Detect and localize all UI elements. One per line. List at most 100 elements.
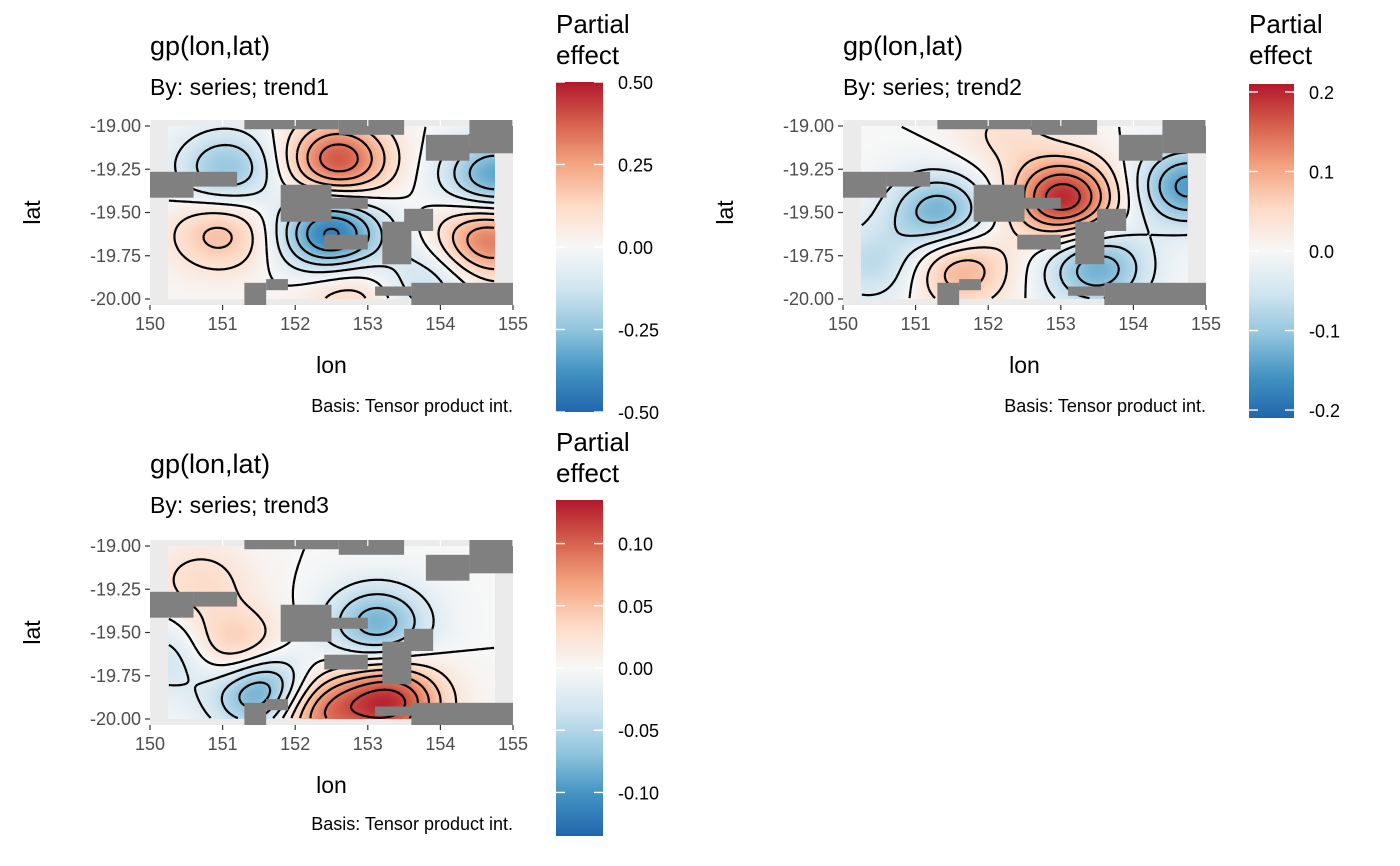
- grid-lines: [149, 120, 514, 126]
- land-mask-region: [244, 120, 339, 130]
- x-tick-label: 150: [135, 314, 165, 334]
- panel-subtitle: By: series; trend2: [843, 74, 1022, 100]
- land-mask: [150, 120, 513, 305]
- contour-lines: [168, 125, 495, 299]
- land-mask-region: [425, 134, 470, 161]
- y-tick-label: -19.00: [783, 116, 834, 136]
- land-mask-region: [973, 184, 1025, 222]
- land-mask-region: [843, 171, 887, 198]
- legend-title-line-2: effect: [1249, 40, 1313, 70]
- y-tick-label: -19.50: [783, 203, 834, 223]
- land-mask-region: [244, 282, 267, 305]
- legend-tick-label: 0.50: [618, 73, 653, 93]
- x-tick-label: 155: [498, 314, 528, 334]
- panel-title: gp(lon,lat): [150, 449, 270, 479]
- land-mask-region: [150, 171, 194, 198]
- x-tick-label: 153: [353, 314, 383, 334]
- land-mask-region: [375, 286, 412, 296]
- land-mask-region: [331, 197, 368, 209]
- legend-title-line-2: effect: [556, 458, 620, 488]
- land-mask-region: [280, 604, 332, 642]
- basis-caption: Basis: Tensor product int.: [311, 396, 513, 416]
- grid-lines: [149, 540, 514, 546]
- legend-tick-label: -0.05: [618, 721, 659, 741]
- land-mask-region: [193, 171, 238, 187]
- x-tick-label: 152: [280, 734, 310, 754]
- land-mask-region: [469, 540, 513, 574]
- panel-title: gp(lon,lat): [150, 31, 270, 61]
- legend-tick-label: -0.10: [618, 783, 659, 803]
- y-tick-label: -19.25: [90, 579, 141, 599]
- land-mask-region: [244, 702, 267, 725]
- x-axis-label: lon: [1009, 352, 1040, 378]
- land-mask-region: [937, 282, 960, 305]
- legend-tick-label: 0.00: [618, 659, 653, 679]
- x-tick-label: 150: [135, 734, 165, 754]
- x-tick-label: 154: [1118, 314, 1148, 334]
- basis-caption: Basis: Tensor product int.: [1004, 396, 1206, 416]
- land-mask-region: [1068, 286, 1105, 296]
- x-tick-label: 152: [973, 314, 1003, 334]
- land-mask-region: [375, 706, 412, 716]
- x-tick-label: 154: [425, 314, 455, 334]
- land-mask: [843, 120, 1206, 305]
- legend-tick-label: -0.25: [618, 321, 659, 341]
- land-mask-region: [1031, 120, 1098, 135]
- land-mask-region: [404, 208, 434, 231]
- x-tick-label: 152: [280, 314, 310, 334]
- legend-title-line-2: effect: [556, 40, 620, 70]
- facet-panel-2: 150 151 152 153 154 155 -19.00 -19.25 -19.50 -19.…: [712, 9, 1340, 421]
- legend-tick-label: -0.2: [1309, 401, 1340, 421]
- y-tick-label: -19.75: [783, 246, 834, 266]
- land-mask-region: [1118, 134, 1163, 161]
- land-mask-region: [280, 184, 332, 222]
- land-mask-region: [331, 617, 368, 629]
- land-mask-region: [266, 279, 288, 291]
- legend-tick-label: 0.00: [618, 238, 653, 258]
- land-mask-region: [469, 120, 513, 154]
- legend-tick-label: 0.2: [1309, 83, 1334, 103]
- basis-caption: Basis: Tensor product int.: [311, 814, 513, 834]
- land-mask-region: [1017, 234, 1061, 250]
- land-mask-region: [886, 171, 931, 187]
- legend-tick-label: -0.50: [618, 403, 659, 423]
- y-tick-label: -20.00: [783, 289, 834, 309]
- land-mask-region: [266, 699, 288, 711]
- x-tick-label: 151: [208, 734, 238, 754]
- legend-tick-label: -0.1: [1309, 322, 1340, 342]
- legend-tick-label: 0.1: [1309, 162, 1334, 182]
- land-mask-region: [1097, 208, 1127, 231]
- y-tick-label: -19.00: [90, 536, 141, 556]
- contour-path: [168, 125, 495, 299]
- y-tick-label: -19.50: [90, 203, 141, 223]
- land-mask: [150, 540, 513, 725]
- y-tick-label: -19.75: [90, 246, 141, 266]
- legend-tick-label: 0.05: [618, 597, 653, 617]
- land-mask-region: [937, 120, 1032, 130]
- y-axis-label: lat: [19, 200, 45, 225]
- x-tick-label: 151: [208, 314, 238, 334]
- land-mask-region: [425, 554, 470, 581]
- y-tick-label: -19.25: [90, 159, 141, 179]
- land-mask-region: [150, 591, 194, 618]
- x-tick-label: 155: [498, 734, 528, 754]
- land-mask-region: [404, 628, 434, 651]
- land-mask-region: [324, 654, 368, 670]
- land-mask-region: [411, 702, 513, 725]
- grid-lines: [842, 120, 1207, 126]
- y-tick-label: -19.25: [783, 159, 834, 179]
- y-tick-label: -19.75: [90, 666, 141, 686]
- panel-subtitle: By: series; trend1: [150, 74, 329, 100]
- y-tick-label: -20.00: [90, 709, 141, 729]
- legend-title-line-1: Partial: [1249, 9, 1323, 39]
- land-mask-region: [193, 591, 238, 607]
- x-axis-label: lon: [316, 772, 347, 798]
- legend-tick-label: 0.0: [1309, 242, 1334, 262]
- land-mask-region: [324, 234, 368, 250]
- legend-title-line-1: Partial: [556, 427, 630, 457]
- y-axis-label: lat: [19, 620, 45, 645]
- y-tick-label: -20.00: [90, 289, 141, 309]
